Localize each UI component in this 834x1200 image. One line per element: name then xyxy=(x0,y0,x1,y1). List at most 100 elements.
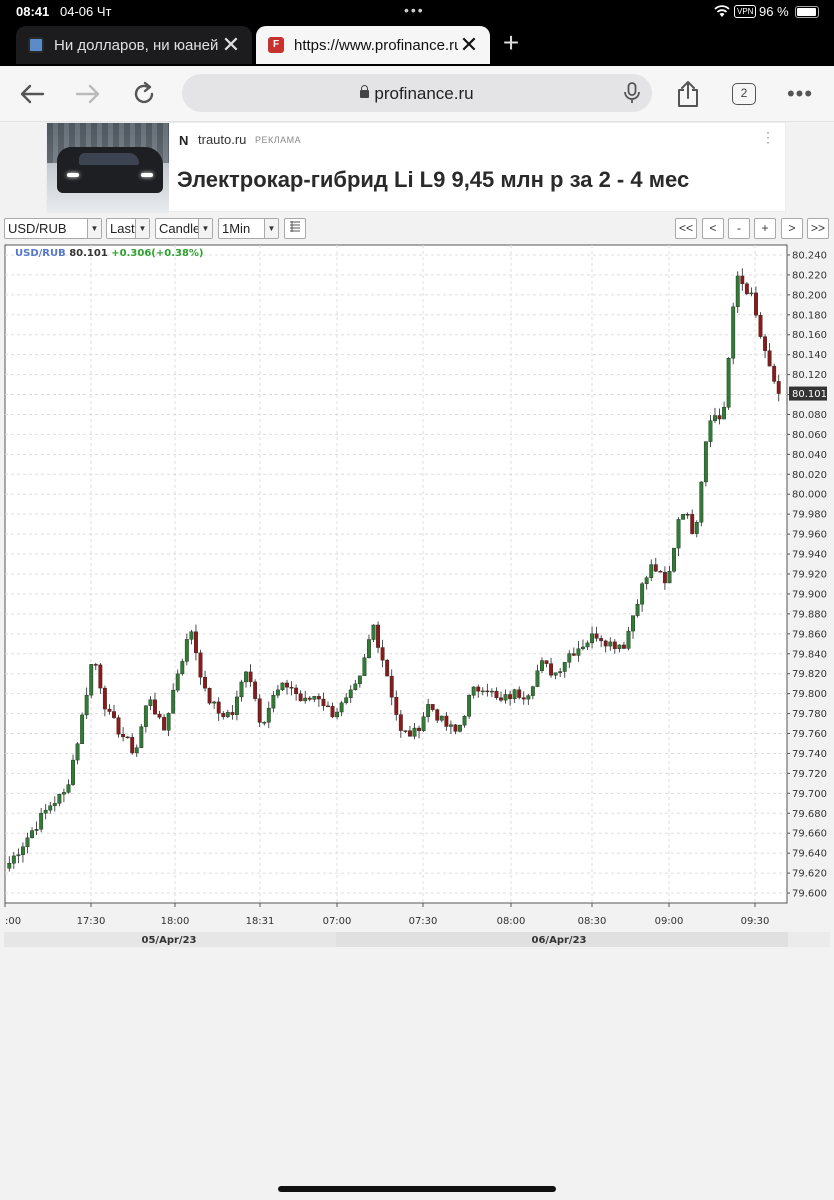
reload-button[interactable] xyxy=(126,76,162,112)
microphone-icon[interactable] xyxy=(622,82,642,104)
back-button[interactable] xyxy=(14,76,50,112)
legend-symbol: USD/RUB xyxy=(15,248,66,259)
candle-body xyxy=(75,743,80,761)
candle-body xyxy=(212,701,217,704)
price-type-value: Last xyxy=(110,221,135,236)
candle-body xyxy=(439,715,444,721)
ad-source[interactable]: trauto.ru xyxy=(198,132,247,147)
candle-body xyxy=(239,681,244,698)
forward-button[interactable] xyxy=(70,76,106,112)
candle-body xyxy=(430,704,435,710)
candle-body xyxy=(11,855,16,864)
ad-menu-icon[interactable]: ⋮ xyxy=(761,129,775,145)
ad-label: РЕКЛАМА xyxy=(255,135,302,145)
more-menu-button[interactable]: ••• xyxy=(786,81,814,106)
candle-body xyxy=(585,642,590,648)
home-indicator[interactable] xyxy=(278,1186,556,1192)
x-tick-label: 08:00 xyxy=(497,916,526,927)
address-bar[interactable]: profinance.ru xyxy=(182,74,652,112)
tab-profinance[interactable]: F https://www.profinance.ru ✕ xyxy=(256,26,490,64)
candle-body xyxy=(262,722,267,724)
x-tick-label: 08:30 xyxy=(578,916,607,927)
candle-body xyxy=(221,713,226,717)
candle-body xyxy=(157,713,162,718)
y-tick-label: 80.060 xyxy=(792,430,827,441)
candle-body xyxy=(444,715,449,727)
arrow-left-icon xyxy=(20,84,45,104)
candle-body xyxy=(394,697,399,715)
y-tick-label: 80.000 xyxy=(792,490,827,501)
legend-last-price: 80.101 xyxy=(69,248,108,259)
nav-next-button[interactable]: > xyxy=(781,218,803,239)
candle-body xyxy=(653,564,658,572)
ad-headline[interactable]: Электрокар-гибрид Li L9 9,45 млн р за 2 … xyxy=(177,167,690,192)
nav-first-button[interactable]: << xyxy=(675,218,697,239)
candle-body xyxy=(553,672,558,676)
candle-body xyxy=(448,724,453,727)
multitasking-dots-icon[interactable]: ••• xyxy=(404,2,425,18)
candle-body xyxy=(717,415,722,420)
candle-body xyxy=(66,784,71,793)
zoom-in-button[interactable]: + xyxy=(754,218,776,239)
tabs-overview-button[interactable]: 2 xyxy=(726,76,762,112)
candle-body xyxy=(162,717,167,731)
candle-body xyxy=(166,713,171,731)
price-type-select[interactable]: Last ▼ xyxy=(106,218,150,239)
candle-body xyxy=(253,681,258,699)
candle-body xyxy=(485,690,490,693)
candle-body xyxy=(171,689,176,714)
close-tab-icon[interactable]: ✕ xyxy=(221,32,241,57)
tab-news[interactable]: Ни долларов, ни юаней ✕ xyxy=(16,26,252,64)
x-tick-label: 18:31 xyxy=(246,916,275,927)
symbol-select[interactable]: USD/RUB ▼ xyxy=(4,218,102,239)
candle-body xyxy=(148,699,153,706)
candle-body xyxy=(357,675,362,685)
candle-body xyxy=(389,675,394,698)
candle-body xyxy=(57,793,62,804)
candle-body xyxy=(621,644,626,649)
candle-body xyxy=(435,709,440,721)
x-tick-label: 18:00 xyxy=(161,916,190,927)
zoom-out-button[interactable]: - xyxy=(728,218,750,239)
candle-body xyxy=(603,640,608,647)
candle-body xyxy=(690,514,695,534)
candle-body xyxy=(139,726,144,748)
candle-body xyxy=(571,653,576,656)
candle-body xyxy=(125,736,130,739)
y-tick-label: 80.080 xyxy=(792,410,827,421)
y-tick-label: 79.700 xyxy=(792,789,827,800)
candle-body xyxy=(98,664,103,689)
candle-body xyxy=(744,283,749,295)
nav-last-button[interactable]: >> xyxy=(807,218,829,239)
candle-body xyxy=(353,683,358,691)
ad-source-icon: N xyxy=(179,133,189,148)
indicators-button[interactable] xyxy=(284,218,306,239)
candle-body xyxy=(107,708,112,712)
candle-body xyxy=(71,759,75,785)
close-tab-icon[interactable]: ✕ xyxy=(459,32,479,57)
candle-body xyxy=(763,336,767,351)
candle-body xyxy=(540,660,544,671)
dropdown-arrow-icon: ▼ xyxy=(198,219,212,238)
ad-banner[interactable]: N trauto.ru РЕКЛАМА ⋮ Электрокар-гибрид … xyxy=(46,122,786,213)
chart-type-select[interactable]: Candle ▼ xyxy=(155,218,213,239)
candle-body xyxy=(758,315,763,337)
chart-svg[interactable]: 80.240 80.220 80.200 80.180 80.160 80.140 80.1… xyxy=(4,244,830,948)
candle-body xyxy=(184,639,189,662)
new-tab-button[interactable]: + xyxy=(502,27,520,58)
dropdown-arrow-icon: ▼ xyxy=(87,219,101,238)
share-button[interactable] xyxy=(670,76,706,112)
vpn-badge: VPN xyxy=(734,5,757,18)
battery-icon xyxy=(795,6,819,18)
interval-select[interactable]: 1Min ▼ xyxy=(218,218,279,239)
price-chart[interactable]: 80.240 80.220 80.200 80.180 80.160 80.140 80.1… xyxy=(4,244,830,948)
nav-prev-button[interactable]: < xyxy=(702,218,724,239)
candle-body xyxy=(726,358,731,408)
last-price-label: 80.101 xyxy=(792,389,827,400)
candle-body xyxy=(499,697,503,701)
candle-body xyxy=(403,730,408,732)
candle-body xyxy=(285,682,289,688)
date-label: 06/Apr/23 xyxy=(532,935,587,946)
interval-value: 1Min xyxy=(222,221,251,236)
ad-car-image[interactable] xyxy=(47,123,169,213)
